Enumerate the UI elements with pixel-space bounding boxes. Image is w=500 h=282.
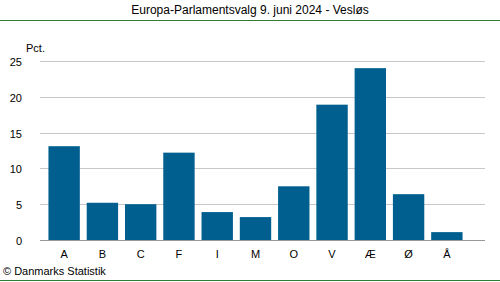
- bar: [393, 194, 424, 240]
- x-tick-label: A: [60, 248, 68, 260]
- x-tick-label: Æ: [365, 248, 376, 260]
- bar: [87, 203, 118, 240]
- title: Europa-Parlamentsvalg 9. juni 2024 - Ves…: [131, 3, 368, 17]
- x-tick-label: F: [176, 248, 183, 260]
- x-tick-label: O: [289, 248, 298, 260]
- bar: [431, 232, 462, 240]
- x-tick-label: C: [137, 248, 145, 260]
- bar: [125, 204, 156, 240]
- y-tick-label: 10: [10, 163, 22, 175]
- bar: [48, 146, 79, 240]
- x-tick-label: B: [99, 248, 106, 260]
- x-axis: [40, 240, 485, 241]
- y-tick-label: 25: [10, 56, 22, 68]
- bar: [355, 68, 386, 240]
- bar: [163, 153, 194, 240]
- bar: [316, 105, 347, 240]
- bars: [48, 68, 462, 240]
- x-tick-label: Å: [443, 248, 451, 260]
- grid-line: [40, 240, 485, 241]
- y-tick-label: 15: [10, 128, 22, 140]
- x-tick-label: I: [216, 248, 219, 260]
- y-tick-label: 0: [16, 235, 22, 247]
- frame-line: [0, 280, 500, 281]
- y-tick-label: 5: [16, 199, 22, 211]
- bar: [240, 217, 271, 240]
- x-tick-label: Ø: [404, 248, 413, 260]
- bar: [278, 186, 309, 240]
- frame-line: [0, 20, 500, 21]
- grid-line: [40, 133, 485, 134]
- grid-line: [40, 168, 485, 169]
- grid-line: [40, 61, 485, 62]
- bar: [202, 212, 233, 240]
- y-label: Pct.: [26, 42, 45, 54]
- x-tick-label: M: [251, 248, 260, 260]
- x-tick-label: V: [328, 248, 336, 260]
- source: © Danmarks Statistik: [3, 265, 106, 277]
- grid-line: [40, 97, 485, 98]
- y-tick-label: 20: [10, 92, 22, 104]
- chart: Europa-Parlamentsvalg 9. juni 2024 - Ves…: [0, 0, 500, 282]
